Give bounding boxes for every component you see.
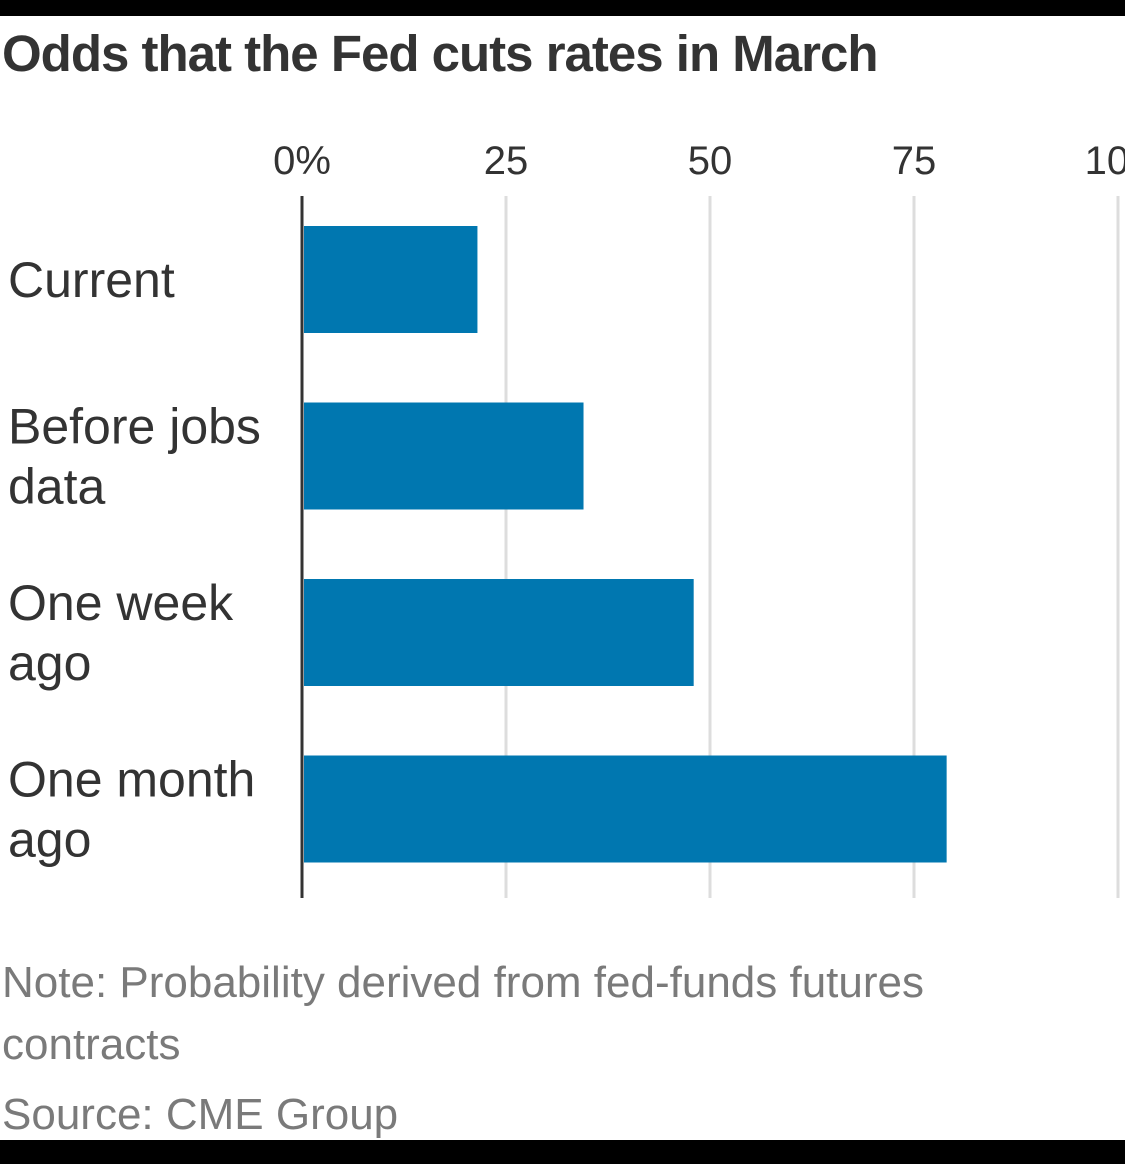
- chart-title: Odds that the Fed cuts rates in March: [2, 25, 878, 82]
- category-label-0: Current: [8, 252, 175, 308]
- category-label-line: ago: [8, 635, 91, 691]
- chart-note: Note: Probability derived from fed-funds…: [2, 958, 925, 1069]
- bar-0: [304, 226, 478, 333]
- x-tick-label-50: 50: [688, 139, 733, 183]
- category-label-line: data: [8, 459, 106, 515]
- chart-canvas: Odds that the Fed cuts rates in March 0%…: [0, 16, 1125, 1140]
- x-tick-label-0: 0%: [273, 139, 331, 183]
- x-tick-label-25: 25: [484, 139, 529, 183]
- category-label-line: One week: [8, 575, 234, 631]
- bar-2: [304, 579, 694, 686]
- x-tick-label-100: 100: [1085, 139, 1125, 183]
- category-label-2: One week ago: [8, 575, 234, 691]
- category-label-1: Before jobs data: [8, 399, 261, 515]
- bar-1: [304, 402, 584, 510]
- bar-3: [304, 755, 947, 863]
- category-label-line: Before jobs: [8, 399, 261, 455]
- x-tick-label-75: 75: [892, 139, 937, 183]
- chart-source: Source: CME Group: [2, 1090, 399, 1139]
- category-label-line: Current: [8, 252, 175, 308]
- category-label-line: One month: [8, 752, 255, 808]
- category-label-3: One month ago: [8, 752, 255, 868]
- category-label-line: ago: [8, 812, 91, 868]
